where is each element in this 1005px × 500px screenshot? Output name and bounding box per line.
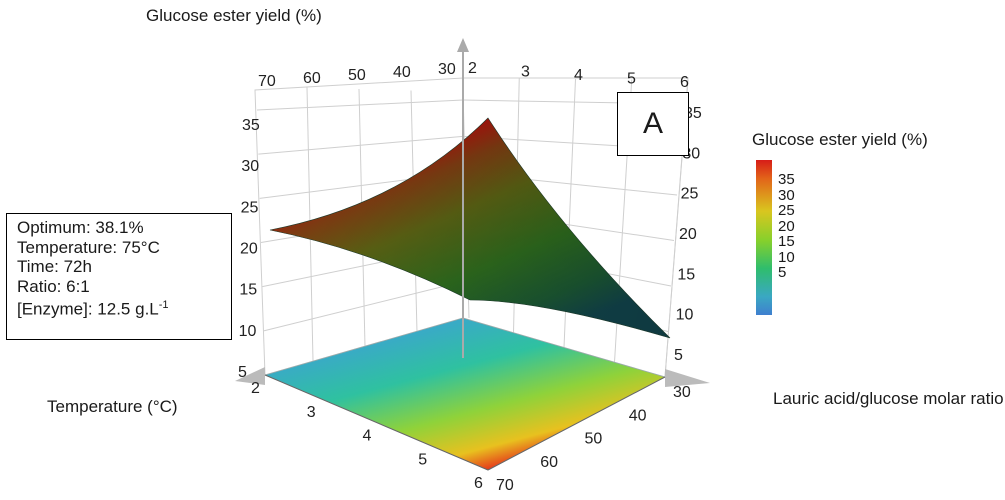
colorbar-tick: 10 [778,248,795,266]
colorbar-tick: 20 [778,217,795,235]
axes [235,38,710,471]
z-tick-label-right: 20 [679,226,697,243]
chart-title: Glucose ester yield (%) [146,6,322,25]
y-tick-label: 50 [585,431,603,448]
back-x-tick-label: 3 [521,64,530,81]
back-x-tick-label: 4 [574,67,583,84]
ratio-line: Ratio: 6:1 [17,276,90,296]
z-tick-label-left: 25 [241,199,259,216]
colorbar-tick: 15 [778,233,795,250]
x-tick-label: 6 [474,475,483,492]
y-axis-label: Lauric acid/glucose molar ratio [773,389,1004,408]
back-y-tick-label: 40 [393,64,411,81]
z-tick-label-right: 15 [677,266,695,283]
z-tick-label-left: 35 [242,117,260,134]
x-tick-label: 3 [307,404,316,421]
back-y-tick-label: 30 [438,61,456,78]
surface-shade [270,118,670,338]
base-contour [263,317,667,471]
colorbar [756,160,772,315]
z-tick-label-left: 15 [239,282,257,299]
temperature-line: Temperature: 75°C [17,237,160,257]
x-tick-label: 2 [251,380,260,397]
colorbar-tick: 5 [778,264,787,281]
z-tick-label-right: 25 [681,186,699,203]
back-y-tick-label: 70 [258,73,276,90]
response-surface [269,117,671,339]
z-tick-label-right: 5 [674,347,683,364]
optimum-box: Optimum: 38.1% Temperature: 75°C Time: 7… [6,213,232,340]
panel-label: A [617,92,689,156]
x-tick-label: 5 [418,451,427,468]
back-y-tick-label: 60 [303,70,321,87]
back-x-tick-label: 6 [680,74,689,91]
enzyme-line: [Enzyme]: 12.5 g.L-1 [17,296,221,319]
back-x-tick-label: 5 [627,71,636,88]
y-tick-label: 40 [629,407,647,424]
enzyme-text: [Enzyme]: 12.5 g.L [17,299,159,319]
y-axis-line [487,376,666,471]
x-axis-arrow [235,367,265,385]
y-tick-label: 30 [673,384,691,401]
colorbar-tick: 30 [778,186,795,204]
back-y-tick-label: 50 [348,67,366,84]
time-line: Time: 72h [17,257,92,276]
colorbar-title: Glucose ester yield (%) [752,130,928,149]
z-tick-label-left: 20 [240,241,258,258]
y-tick-label: 70 [496,477,514,494]
z-axis-arrow [457,38,469,52]
enzyme-exponent: -1 [158,299,169,311]
x-axis-line [264,374,489,471]
wall-gridline [263,281,464,332]
y-tick-label: 60 [540,454,558,471]
base-floor [263,317,667,471]
x-tick-label: 4 [363,428,372,445]
colorbar-tick: 25 [778,202,795,219]
z-tick-label-left: 5 [238,364,247,381]
colorbar-tick: 35 [778,171,795,188]
x-axis-label: Temperature (°C) [47,397,178,416]
z-tick-label-left: 10 [239,323,257,340]
optimum-line: Optimum: 38.1% [17,218,144,237]
z-tick-label-right: 10 [676,307,694,324]
back-x-tick-label: 2 [468,60,477,77]
z-tick-label-left: 30 [241,158,259,175]
colorbar-ticks: 35 30 25 20 15 10 5 [778,172,795,281]
y-axis-arrow [665,369,710,387]
wall-gridline [256,99,464,111]
